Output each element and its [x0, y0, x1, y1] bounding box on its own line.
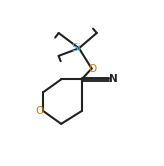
- Text: O: O: [88, 64, 96, 74]
- Text: Si: Si: [71, 43, 81, 53]
- Text: N: N: [109, 74, 117, 84]
- Text: O: O: [36, 106, 44, 116]
